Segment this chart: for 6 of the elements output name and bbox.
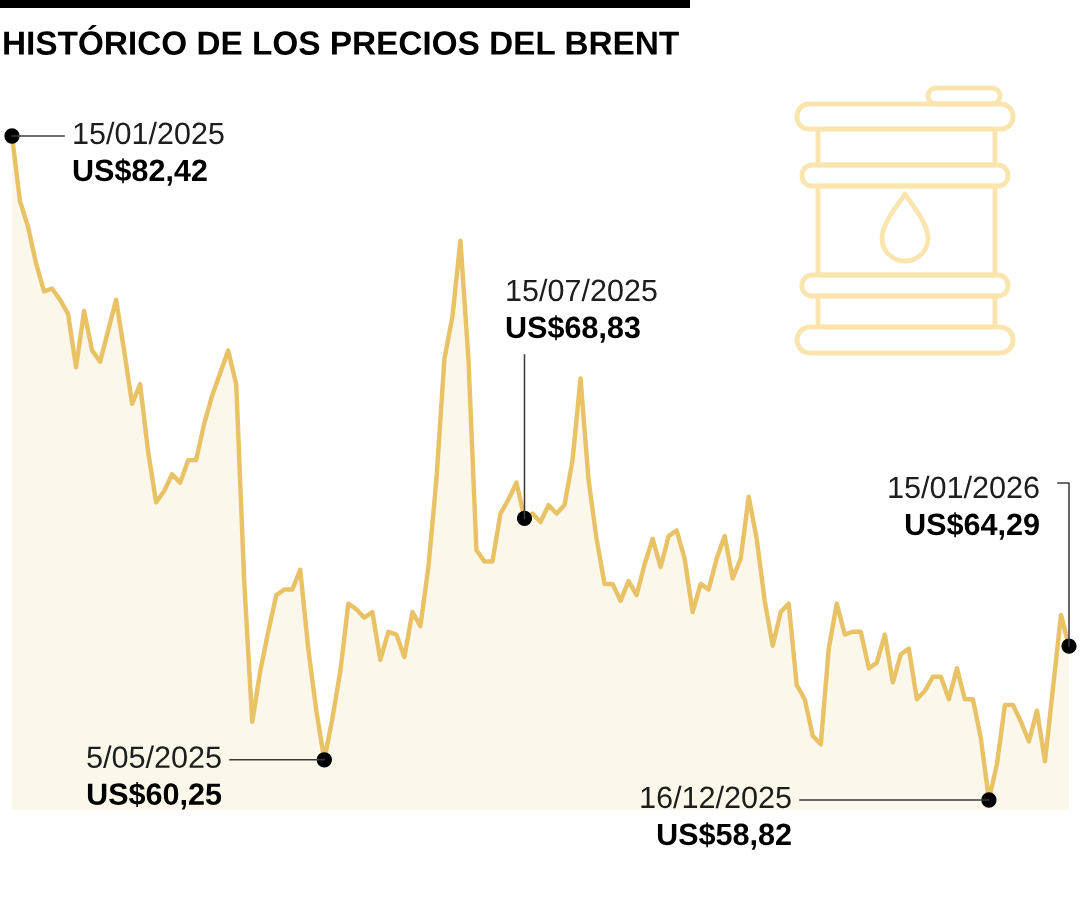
data-label: 15/01/2025 US$82,42 xyxy=(73,121,224,186)
data-label: 15/07/2025 US$68,83 xyxy=(506,278,657,343)
data-label: 16/12/2025 US$58,82 xyxy=(641,785,791,850)
data-label: 15/01/2026 US$64,29 xyxy=(889,475,1039,540)
chart-title: HISTÓRICO DE LOS PRECIOS DEL BRENT xyxy=(4,25,679,55)
data-label: 5/05/2025 US$60,25 xyxy=(87,745,222,810)
